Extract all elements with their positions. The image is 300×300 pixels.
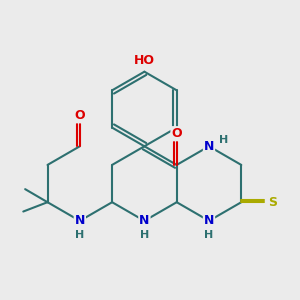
Text: H: H [140, 230, 149, 240]
Text: N: N [139, 214, 150, 227]
Text: S: S [268, 196, 277, 209]
Text: O: O [74, 109, 85, 122]
Text: H: H [75, 230, 84, 240]
Text: HO: HO [134, 54, 155, 67]
Text: N: N [204, 214, 214, 227]
Text: H: H [204, 230, 214, 240]
Text: N: N [75, 214, 85, 227]
Text: N: N [204, 140, 214, 153]
Text: O: O [171, 127, 182, 140]
Text: H: H [218, 135, 228, 145]
